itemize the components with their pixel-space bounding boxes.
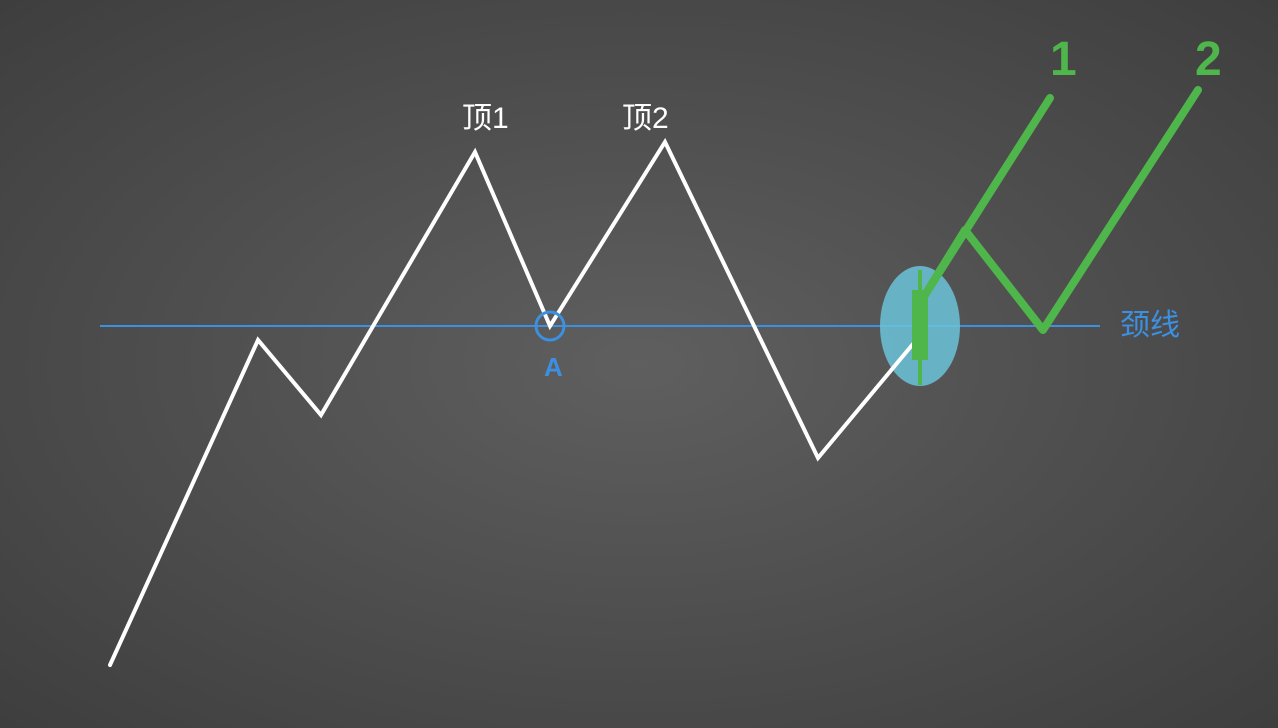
diagram-canvas: 顶1 顶2 A 颈线 1 2 <box>0 0 1278 728</box>
top1-label: 顶1 <box>462 93 509 137</box>
point-a-label: A <box>544 352 563 383</box>
neckline-label: 颈线 <box>1120 300 1180 344</box>
scenario-2-line <box>923 90 1198 330</box>
price-path <box>110 142 918 665</box>
scenario-1-label: 1 <box>1050 32 1077 87</box>
scenario-2-label: 2 <box>1195 32 1222 87</box>
top2-label: 顶2 <box>622 93 669 137</box>
